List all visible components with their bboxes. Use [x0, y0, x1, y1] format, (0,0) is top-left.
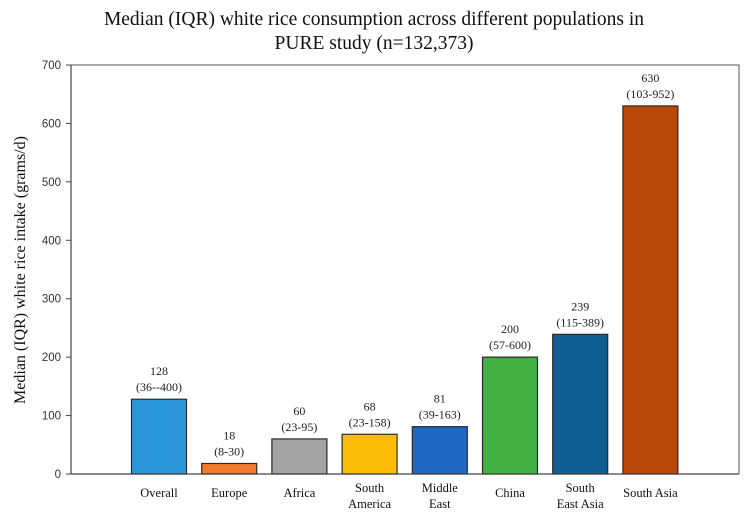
- chart-title-line-2: PURE study (n=132,373): [275, 33, 474, 54]
- data-label-iqr: (8-30): [214, 444, 244, 458]
- y-tick-label: 600: [42, 118, 61, 130]
- data-label-value: 128: [150, 364, 168, 378]
- y-tick-label: 700: [42, 60, 61, 72]
- y-tick-label: 300: [42, 294, 61, 306]
- data-label-iqr: (115-389): [556, 315, 604, 329]
- data-label-value: 81: [434, 392, 446, 406]
- y-tick-label: 0: [55, 469, 61, 481]
- data-label-value: 200: [501, 322, 519, 336]
- data-labels: 128 (36--400) 18 (8-30) 60 (23-95) 68 (23-158) 8…: [136, 71, 674, 459]
- data-label-iqr: (39-163): [419, 408, 461, 422]
- data-label-value: 18: [223, 428, 235, 442]
- y-tick-label: 200: [42, 352, 61, 364]
- data-label-value: 60: [293, 404, 305, 418]
- bar: [411, 426, 468, 475]
- x-tick-label: East Asia: [557, 497, 604, 511]
- x-tick-label: America: [348, 497, 391, 511]
- bar: [341, 433, 398, 475]
- x-tick-label: East: [429, 497, 451, 511]
- chart-title: Median (IQR) white rice consumption acro…: [104, 9, 644, 54]
- data-label-iqr: (36--400): [136, 380, 182, 394]
- bar: [271, 438, 328, 475]
- x-tick-label: China: [495, 486, 525, 500]
- data-label-iqr: (23-158): [349, 415, 391, 429]
- y-axis-label: Median (IQR) white rice intake (grams/d): [12, 136, 29, 404]
- data-label-value: 239: [571, 299, 589, 313]
- y-tick-label: 100: [42, 411, 61, 423]
- bar: [552, 333, 609, 475]
- x-tick-label: Europe: [211, 486, 248, 500]
- data-label-iqr: (103-952): [626, 87, 674, 101]
- bar: [130, 398, 188, 475]
- x-tick-label: Overall: [140, 486, 178, 500]
- y-tick-label: 400: [42, 235, 61, 247]
- x-tick-label: Africa: [283, 486, 315, 500]
- y-axis: 0 100 200 300 400 500 600 700: [42, 60, 71, 481]
- data-label-value: 68: [364, 399, 376, 413]
- x-tick-label: South: [355, 481, 385, 495]
- data-label-iqr: (23-95): [281, 420, 317, 434]
- bar: [481, 356, 539, 475]
- x-axis-labels: Overall Europe Africa South America Middle Eas…: [140, 481, 678, 511]
- y-tick-label: 500: [42, 177, 61, 189]
- chart-title-line-1: Median (IQR) white rice consumption acro…: [104, 9, 644, 30]
- data-label-value: 630: [641, 71, 659, 85]
- x-tick-label: South Asia: [623, 486, 678, 500]
- bar: [201, 462, 258, 475]
- x-tick-label: Middle: [422, 481, 459, 495]
- data-label-iqr: (57-600): [489, 338, 531, 352]
- bar: [622, 105, 679, 475]
- bars: [130, 105, 679, 475]
- x-tick-label: South: [566, 481, 596, 495]
